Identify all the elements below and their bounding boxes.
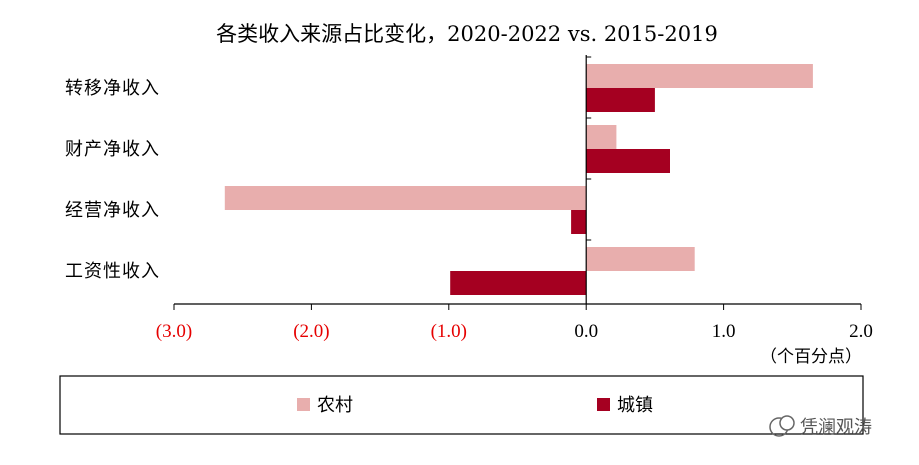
wechat-icon-bubble [779,415,795,431]
legend-box [59,375,864,435]
bar-urban-3 [450,271,587,295]
watermark: 凭澜观涛 [769,415,872,438]
bar-rural-0 [586,64,813,88]
bar-rural-2 [224,186,587,210]
chart-title: 各类收入来源占比变化，2020-2022 vs. 2015-2019 [216,22,718,46]
unit-label: （个百分点） [760,347,862,367]
x-tick-label-2: (1.0) [431,321,467,342]
bar-rural-1 [586,125,617,149]
x-tick-label-4: 1.0 [712,321,736,342]
legend-swatch-urban [597,398,610,411]
bar-urban-1 [586,149,670,173]
category-label-0: 转移净收入 [65,78,160,99]
category-label-3: 工资性收入 [65,261,160,282]
x-tick-label-0: (3.0) [156,321,192,342]
bar-rural-3 [586,247,695,271]
legend-label-rural: 农村 [317,395,353,416]
bar-urban-0 [586,88,655,112]
category-label-1: 财产净收入 [65,139,160,160]
bar-urban-2 [571,210,587,234]
legend-label-urban: 城镇 [617,395,653,416]
category-label-2: 经营净收入 [65,200,160,221]
x-tick-label-5: 2.0 [849,321,873,342]
watermark-text: 凭澜观涛 [800,417,872,438]
x-tick-label-1: (2.0) [293,321,329,342]
x-tick-label-3: 0.0 [574,321,598,342]
legend-swatch-rural [297,398,310,411]
legend: 农村 城镇 [59,375,864,435]
axes: (3.0) (2.0) (1.0) 0.0 1.0 2.0 [156,55,873,342]
bars-group [224,64,813,295]
